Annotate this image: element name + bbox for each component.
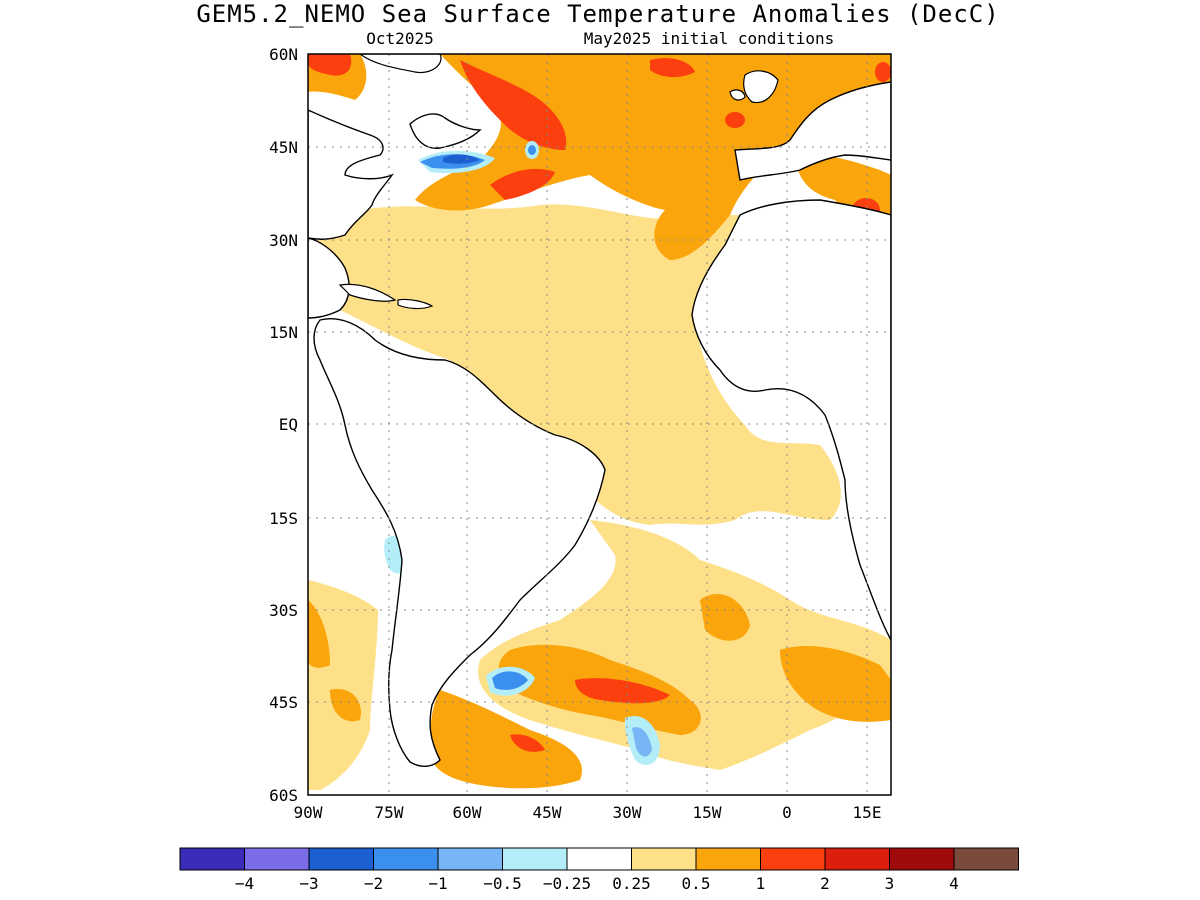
x-tick-label: 30W xyxy=(613,803,642,822)
colorbar-label: −0.25 xyxy=(543,874,591,893)
map-frame xyxy=(307,53,892,796)
colorbar-swatch xyxy=(953,847,1019,871)
colorbar-swatch xyxy=(889,847,955,871)
y-tick-label: 15S xyxy=(269,509,298,528)
map-title: GEM5.2_NEMO Sea Surface Temperature Anom… xyxy=(196,0,999,28)
y-tick-label: 60S xyxy=(269,786,298,805)
colorbar-label: −3 xyxy=(299,874,318,893)
colorbar-swatch xyxy=(179,847,245,871)
gridlines xyxy=(308,54,891,795)
y-axis: 60N 45N 30N 15N EQ 15S 30S 45S 60S xyxy=(269,45,298,805)
x-tick-label: 60W xyxy=(453,803,482,822)
colorbar-swatch xyxy=(373,847,439,871)
x-tick-label: 0 xyxy=(782,803,792,822)
x-tick-label: 90W xyxy=(294,803,323,822)
colorbar-swatch xyxy=(695,847,761,871)
x-tick-label: 15W xyxy=(693,803,722,822)
colorbar-label: −4 xyxy=(235,874,254,893)
x-axis: 90W 75W 60W 45W 30W 15W 0 15E xyxy=(294,803,882,822)
x-tick-label: 45W xyxy=(533,803,562,822)
colorbar-swatch xyxy=(566,847,632,871)
initial-conditions: May2025 initial conditions xyxy=(584,29,834,48)
colorbar-swatch xyxy=(760,847,826,871)
south-america-land xyxy=(313,318,606,767)
y-tick-label: 45N xyxy=(269,138,298,157)
colorbar-swatch xyxy=(631,847,697,871)
colorbar-label: −2 xyxy=(364,874,383,893)
colorbar-swatch xyxy=(502,847,568,871)
colorbar-label: −0.5 xyxy=(483,874,522,893)
colorbar-swatch xyxy=(244,847,310,871)
colorbar-label: 1 xyxy=(756,874,766,893)
y-tick-label: 15N xyxy=(269,323,298,342)
africa-land xyxy=(691,199,891,641)
colorbar: −4 −3 −2 −1 −0.5 −0.25 0.25 0.5 1 2 3 4 xyxy=(179,847,1019,893)
colorbar-swatch xyxy=(437,847,503,871)
colorbar-label: 0.25 xyxy=(612,874,651,893)
colorbar-label: 4 xyxy=(949,874,959,893)
y-tick-label: EQ xyxy=(279,415,298,434)
forecast-month: Oct2025 xyxy=(366,29,433,48)
europe-land xyxy=(734,81,891,181)
anomaly-field xyxy=(308,54,891,795)
y-tick-label: 30N xyxy=(269,231,298,250)
y-tick-label: 30S xyxy=(269,601,298,620)
colorbar-label: 3 xyxy=(885,874,895,893)
north-america-land xyxy=(308,109,394,240)
colorbar-label: 0.5 xyxy=(682,874,711,893)
colorbar-label: −1 xyxy=(428,874,447,893)
y-tick-label: 45S xyxy=(269,693,298,712)
colorbar-label: 2 xyxy=(820,874,830,893)
x-tick-label: 15E xyxy=(853,803,882,822)
colorbar-swatch xyxy=(824,847,890,871)
y-tick-label: 60N xyxy=(269,45,298,64)
colorbar-swatch xyxy=(308,847,374,871)
x-tick-label: 75W xyxy=(375,803,404,822)
